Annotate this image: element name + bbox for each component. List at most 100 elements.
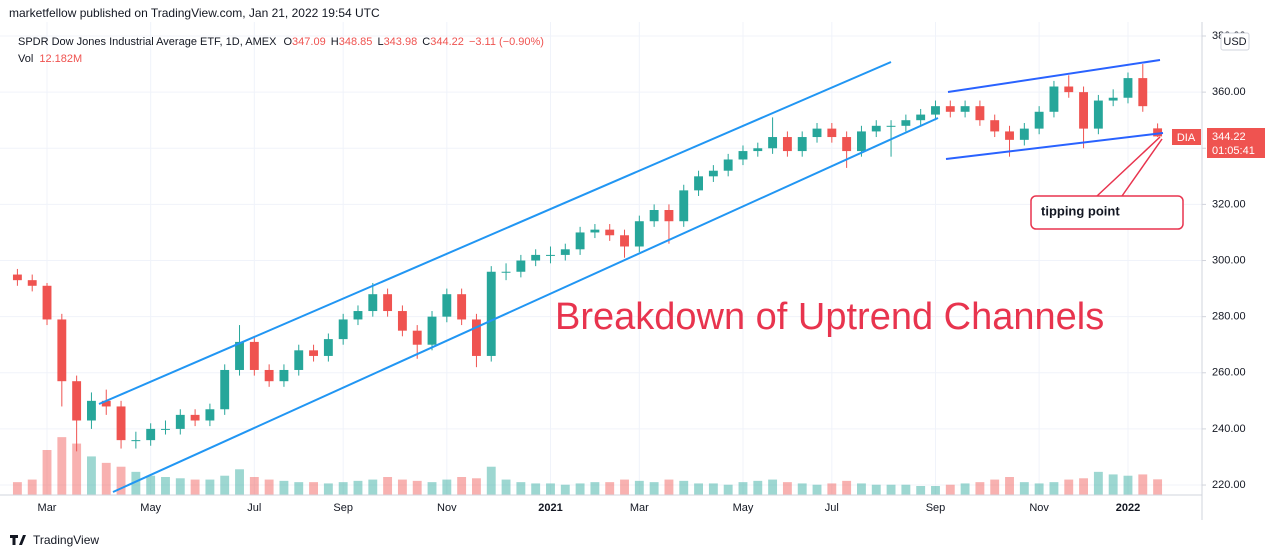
y-tick-label: 260.00	[1212, 367, 1246, 379]
volume-bar	[575, 483, 585, 495]
candle-body	[768, 137, 778, 149]
candle-body	[12, 274, 22, 281]
grid	[0, 22, 1202, 495]
volume-bar	[294, 482, 304, 495]
candle-body	[1153, 128, 1163, 137]
callout-box	[1030, 195, 1184, 230]
volume-bar	[427, 482, 437, 495]
candle-body	[575, 232, 585, 250]
volume-bar	[857, 483, 866, 495]
volume-bar	[605, 482, 615, 495]
volume-bar	[812, 484, 822, 495]
logo-mark	[10, 535, 26, 545]
channel-line	[98, 61, 892, 405]
candle-body	[383, 294, 393, 312]
volume-bar	[1079, 478, 1088, 495]
symbol-badge	[1172, 129, 1201, 145]
candle-body	[738, 151, 748, 160]
candle-body	[753, 148, 763, 152]
volume-bar	[1093, 471, 1103, 495]
symbol: DIA	[1177, 132, 1196, 144]
x-tick-label: Jul	[247, 502, 261, 514]
candle-body	[131, 440, 141, 442]
change: −3.11 (−0.90%)	[469, 36, 544, 48]
candle-body	[1108, 97, 1118, 101]
candle-body	[871, 125, 881, 132]
y-tick-label: 320.00	[1212, 198, 1246, 210]
volume-bar	[1019, 482, 1029, 495]
candle-body	[175, 414, 185, 429]
callout-arrow	[1096, 136, 1163, 197]
candle-body	[72, 381, 82, 421]
volume-bar	[620, 479, 629, 495]
candle-body	[205, 409, 215, 421]
y-tick-label: 240.00	[1212, 423, 1246, 435]
volume-bar	[546, 483, 555, 495]
candle-body	[279, 369, 289, 382]
volume-bar	[694, 483, 703, 495]
volume-bar	[916, 486, 926, 495]
volume-bar	[486, 466, 496, 495]
volume-bar	[101, 462, 111, 495]
volume-bar	[560, 484, 570, 495]
candle-body	[220, 369, 230, 410]
candle-body	[338, 319, 348, 340]
volume-bar	[1064, 479, 1074, 495]
candle-body	[634, 221, 644, 247]
volume-bar	[205, 479, 215, 495]
x-tick-label: 2021	[538, 502, 562, 514]
volume-bar	[175, 478, 185, 495]
volume-bar	[797, 483, 807, 495]
countdown: 01:05:41	[1212, 145, 1255, 157]
candle-body	[886, 125, 896, 127]
candle-body	[975, 106, 985, 121]
volume-bar	[72, 443, 82, 495]
candle-body	[323, 339, 333, 356]
candle-body	[161, 428, 170, 430]
ohlc-letter: H	[331, 36, 339, 48]
volume-bar	[1138, 474, 1148, 495]
candle-body	[116, 406, 126, 441]
volume-bar	[723, 484, 733, 495]
volume-bar	[383, 477, 393, 495]
volume-bar	[397, 479, 407, 495]
x-tick-label: Nov	[1029, 502, 1049, 514]
candle-body	[501, 271, 511, 273]
candle-body	[1019, 128, 1029, 140]
volume-bar	[960, 483, 970, 495]
candle-body	[309, 350, 318, 356]
x-tick-label: Mar	[38, 502, 57, 514]
candle-body	[457, 294, 467, 320]
candle-body	[827, 128, 837, 138]
volume-bar	[1034, 483, 1044, 495]
volume-bar	[279, 480, 289, 495]
ohlc-value: 348.85	[339, 36, 373, 48]
callout-text: tipping point	[1041, 203, 1120, 218]
candle-body	[1123, 78, 1133, 98]
volume-bar	[501, 479, 511, 495]
volume-bar	[634, 480, 644, 495]
volume-bar	[782, 482, 792, 495]
candle-body	[797, 137, 807, 152]
channel-line	[112, 117, 939, 493]
candle-body	[560, 249, 570, 255]
volume-bar	[12, 482, 22, 495]
candle-body	[101, 400, 111, 407]
candle-body	[397, 311, 407, 331]
x-tick-label: Nov	[437, 502, 457, 514]
volume-bar	[945, 484, 955, 495]
candle-body	[842, 137, 852, 152]
volume-bar	[116, 466, 126, 495]
candle-body	[87, 400, 96, 421]
volume-bar	[264, 479, 274, 495]
volume-bar	[901, 484, 911, 495]
x-tick-label: Sep	[926, 502, 946, 514]
volume-bar	[27, 479, 37, 495]
currency: USD	[1223, 36, 1246, 48]
volume-bar	[309, 482, 318, 495]
volume-bar	[442, 479, 452, 495]
logo: TradingView	[10, 533, 99, 547]
ohlc-value: 347.09	[292, 36, 326, 48]
candle-body	[42, 285, 52, 320]
